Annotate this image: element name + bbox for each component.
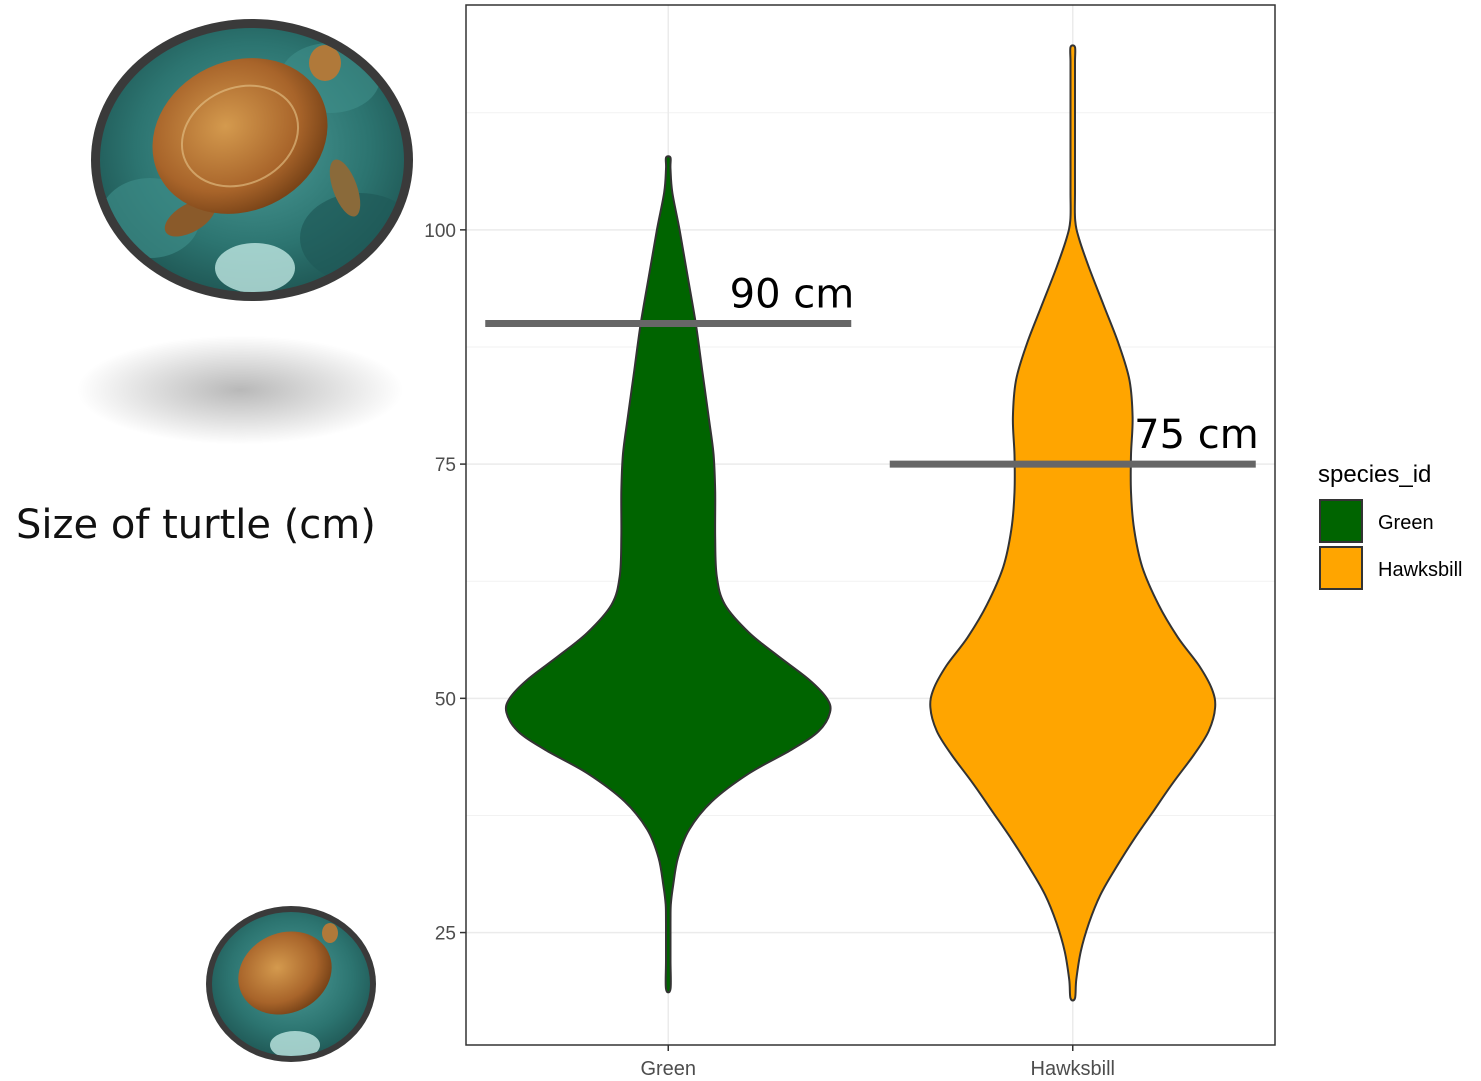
legend-key-green (1319, 499, 1363, 543)
legend-key-hawksbill (1319, 546, 1363, 590)
y-tick-label: 25 (435, 924, 456, 945)
reference-lines: 90 cm 75 cm (485, 272, 1259, 468)
legend-label-green: Green (1378, 512, 1434, 534)
violin-green (504, 155, 832, 994)
x-axis: Green Hawksbill (640, 1045, 1115, 1080)
turtle-photo-large (91, 19, 413, 301)
x-tick-label: Green (640, 1058, 696, 1080)
plot-background (466, 5, 1275, 1045)
photo-shadow (75, 335, 405, 445)
violins (504, 44, 1217, 1002)
x-tick-label: Hawksbill (1031, 1058, 1115, 1080)
y-tick-label: 50 (435, 689, 456, 710)
y-tick-label: 100 (424, 221, 456, 242)
violin-hawksbill (929, 44, 1217, 1002)
y-tick-label: 75 (435, 455, 456, 476)
legend-title: species_id (1318, 461, 1431, 488)
y-axis-title: Size of turtle (cm) (16, 502, 376, 548)
legend-label-hawksbill: Hawksbill (1378, 559, 1462, 581)
legend: species_id Green Hawksbill (1318, 461, 1462, 590)
reference-label-hawksbill: 75 cm (1134, 412, 1259, 458)
y-axis: 25 50 75 100 (424, 221, 466, 945)
turtle-photo-small (206, 906, 376, 1062)
reference-label-green: 90 cm (730, 272, 855, 318)
plot-panel-border (465, 4, 1276, 1046)
